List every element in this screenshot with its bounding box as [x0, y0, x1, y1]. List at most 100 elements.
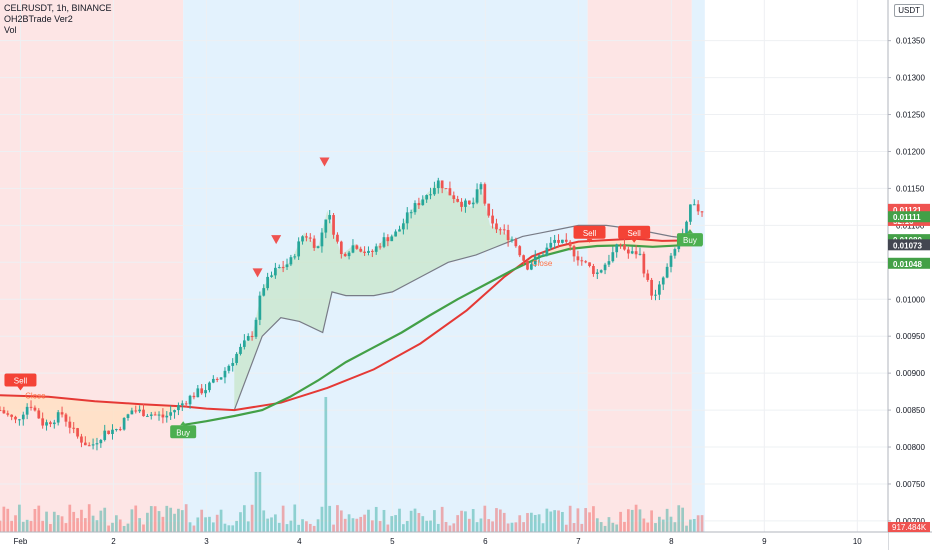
volume-bar [21, 521, 25, 532]
candle-body [157, 414, 161, 416]
sell-label-box [573, 225, 606, 239]
candle-body [537, 255, 541, 257]
candle-body [184, 403, 188, 405]
volume-bar [320, 506, 324, 532]
volume-bar [169, 507, 173, 532]
volume-bar [658, 516, 661, 532]
signal-markers: SellCloseBuySellCloseSellCloseBuy [4, 157, 703, 439]
volume-bar [402, 524, 405, 532]
indicator-name[interactable]: OH2BTrade Ver2 [4, 14, 73, 24]
volume-bar [530, 512, 533, 532]
candle-body [328, 215, 332, 220]
candle-body [467, 200, 471, 205]
candle-body [188, 395, 192, 405]
buy-label-box [170, 425, 197, 439]
label-pointer [180, 421, 187, 426]
candle-body [68, 421, 72, 428]
candle-body [25, 406, 29, 415]
candle-body [374, 246, 378, 252]
volume-bar [448, 525, 452, 532]
candle-body [692, 204, 696, 206]
candle-body [103, 430, 107, 440]
volume-bar [324, 397, 328, 532]
volume-bar [549, 511, 553, 532]
volume-bar [83, 518, 87, 532]
time-tick-label: 4 [297, 537, 302, 546]
volume-bar [374, 506, 378, 532]
candle-body [557, 239, 560, 243]
candle-body [654, 294, 657, 296]
candle-body [646, 273, 650, 280]
candle-body [250, 336, 254, 338]
volume-indicator-name[interactable]: Vol [4, 25, 17, 35]
candle-body [87, 445, 91, 447]
volume-bar [262, 510, 266, 532]
volume-bar [599, 522, 603, 532]
price-tick-label: 0.01350 [896, 37, 925, 46]
volume-bar [177, 508, 180, 532]
volume-bar [274, 514, 277, 532]
volume-bar [433, 510, 436, 532]
volume-bar [87, 504, 91, 532]
volume-bar [6, 508, 10, 532]
candle-body [370, 250, 374, 252]
volume-bar [289, 520, 293, 532]
candle-body [122, 417, 126, 430]
candle-body [270, 275, 273, 277]
candle-body [642, 253, 646, 274]
sell-label-box [4, 373, 37, 387]
candle-body [343, 254, 347, 257]
candle-body [339, 241, 343, 255]
candle-body [425, 195, 429, 200]
volume-bar [41, 520, 45, 532]
candle-body [215, 378, 219, 380]
candle-body [285, 264, 289, 268]
volume-bar [522, 522, 525, 532]
volume-bar [250, 504, 254, 532]
candle-body [483, 184, 487, 204]
volume-bar [312, 525, 316, 532]
volume-bar [305, 521, 308, 532]
candle-body [386, 237, 390, 242]
candle-body [134, 410, 138, 412]
candle-body [464, 200, 467, 207]
label-pointer [586, 238, 593, 243]
candle-body [107, 430, 110, 435]
volume-bar [277, 522, 281, 532]
price-tick-label: 0.00900 [896, 369, 925, 378]
candle-body [568, 241, 572, 247]
currency-badge[interactable]: USDT [894, 4, 924, 17]
volume-bar [654, 523, 657, 532]
candle-body [545, 247, 549, 256]
candle-body [696, 204, 700, 212]
volume-bar [370, 520, 374, 532]
price-tick-label: 0.00950 [896, 332, 925, 341]
volume-bar [343, 518, 347, 532]
candle-body [196, 388, 200, 398]
candle-body [211, 378, 215, 383]
volume-bar [130, 509, 134, 532]
candle-body [595, 272, 599, 274]
volume-bar [630, 509, 634, 532]
candle-body [281, 267, 285, 269]
volume-bar [196, 517, 200, 532]
volume-bar [626, 509, 630, 532]
volume-bar [10, 520, 13, 532]
candle-body [588, 262, 591, 267]
candle-body [572, 246, 576, 257]
volume-bar [537, 514, 541, 532]
volume-bar [595, 518, 599, 532]
candle-body [95, 443, 99, 445]
candle-body [351, 245, 355, 253]
symbol-title[interactable]: CELRUSDT, 1h, BINANCE [4, 3, 112, 13]
candle-body [153, 414, 157, 416]
volume-bar [661, 519, 665, 532]
candle-body [630, 251, 634, 254]
volume-bar [204, 517, 207, 532]
volume-bar [76, 518, 79, 532]
candle-body [689, 204, 692, 222]
price-tick-label: 0.00850 [896, 406, 925, 415]
volume-bar [425, 520, 429, 532]
candle-body [518, 246, 522, 256]
